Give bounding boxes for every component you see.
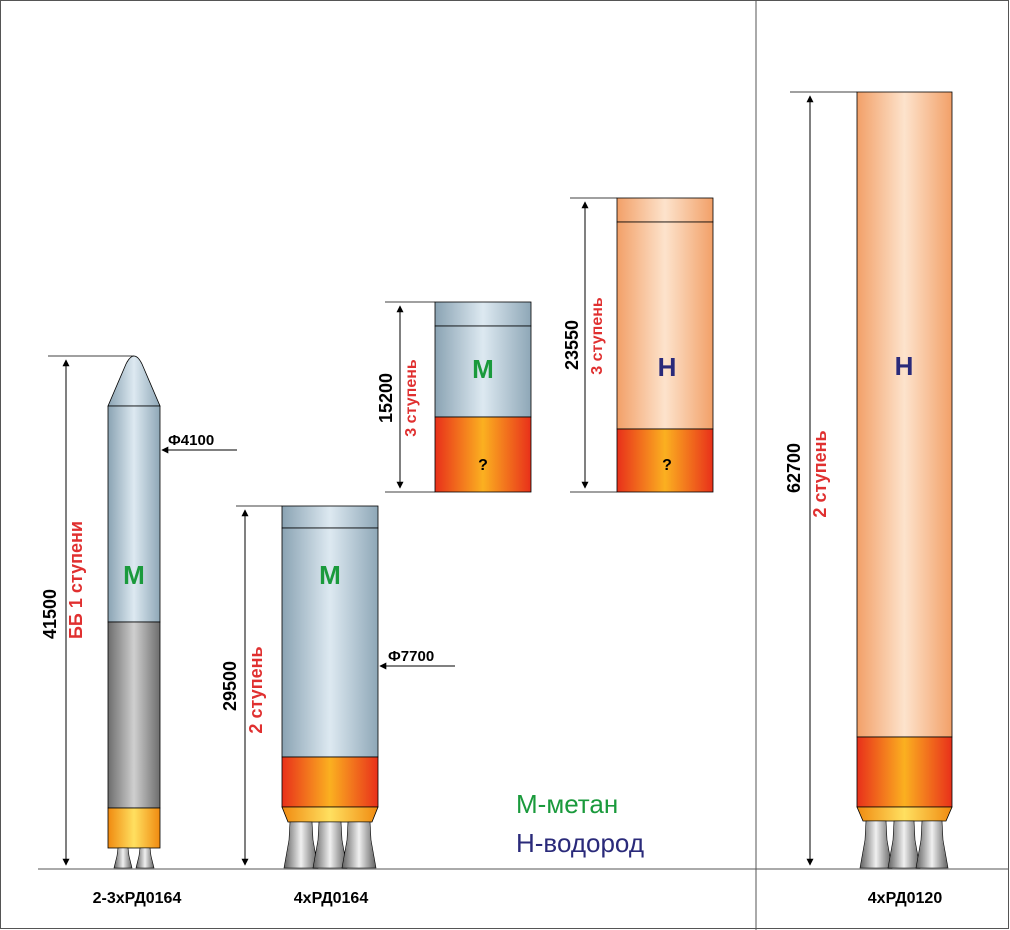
rocket-third-stage-hydrogen: Н ? 23550 3 ступень xyxy=(562,197,714,493)
stage2h-height-label: 62700 xyxy=(784,443,804,493)
booster-mid-section xyxy=(107,621,161,809)
booster-fuel-label: М xyxy=(123,560,145,590)
stage3h-stage-label: 3 ступень xyxy=(589,297,606,375)
stage2h-stage-label: 2 ступень xyxy=(810,430,830,517)
fuel-legend: М-метан Н-водород xyxy=(516,789,644,858)
stage3h-height-label: 23550 xyxy=(562,320,582,370)
booster-upper-tank xyxy=(107,405,161,623)
stage2m-top-band xyxy=(281,505,379,529)
stage3m-payload-bay xyxy=(434,416,532,493)
rocket-second-stage-methane: М Ф7700 29500 2 ступень 4хРД0164 xyxy=(220,505,455,907)
stage2h-tank xyxy=(856,91,953,738)
stage3h-fuel-label: Н xyxy=(658,352,677,382)
stage3m-top-band xyxy=(434,301,532,327)
stage3h-payload-bay xyxy=(616,428,714,493)
stage3m-stage-label: 3 ступень xyxy=(403,359,420,437)
stage2m-engine-bay xyxy=(281,756,379,808)
stage2m-height-label: 29500 xyxy=(220,661,240,711)
stage3h-payload-mark: ? xyxy=(662,457,672,474)
booster-engine-bay xyxy=(107,807,161,849)
stage2m-nozzles xyxy=(283,821,377,869)
booster-diameter-label: Ф4100 xyxy=(168,432,214,449)
stage2m-diameter-label: Ф7700 xyxy=(388,648,434,665)
stage2h-engine-bay xyxy=(856,736,953,808)
rocket-third-stage-methane: М ? 15200 3 ступень xyxy=(376,301,532,493)
legend-hydrogen: Н-водород xyxy=(516,828,644,858)
booster-stage-label: ББ 1 ступени xyxy=(66,521,86,639)
stage2h-engine-label: 4хРД0120 xyxy=(868,890,943,907)
stage2m-stage-label: 2 ступень xyxy=(246,646,266,733)
stage2h-nozzles xyxy=(859,820,949,869)
stage2h-skirt xyxy=(856,806,953,822)
booster-height-label: 41500 xyxy=(40,589,60,639)
stage2m-skirt xyxy=(281,806,379,823)
booster-nose xyxy=(107,355,161,407)
stage3m-height-label: 15200 xyxy=(376,373,396,423)
stage3m-fuel-label: М xyxy=(472,354,494,384)
rocket-second-stage-hydrogen: Н 62700 2 ступень 4хРД0120 xyxy=(784,91,953,907)
stage3h-tank xyxy=(616,221,714,430)
stage2h-fuel-label: Н xyxy=(895,351,914,381)
booster-engine-label: 2-3хРД0164 xyxy=(93,890,182,907)
stage2m-engine-label: 4хРД0164 xyxy=(294,890,369,907)
stage3h-top-band xyxy=(616,197,714,223)
legend-methane: М-метан xyxy=(516,789,618,819)
stage2m-fuel-label: М xyxy=(319,560,341,590)
booster-nozzles xyxy=(113,847,155,869)
stage2m-tank xyxy=(281,527,379,758)
stage3m-payload-mark: ? xyxy=(478,457,488,474)
rocket-booster: М Ф4100 41500 ББ 1 ступени 2-3хРД0164 xyxy=(40,355,237,907)
stage3m-tank xyxy=(434,325,532,418)
